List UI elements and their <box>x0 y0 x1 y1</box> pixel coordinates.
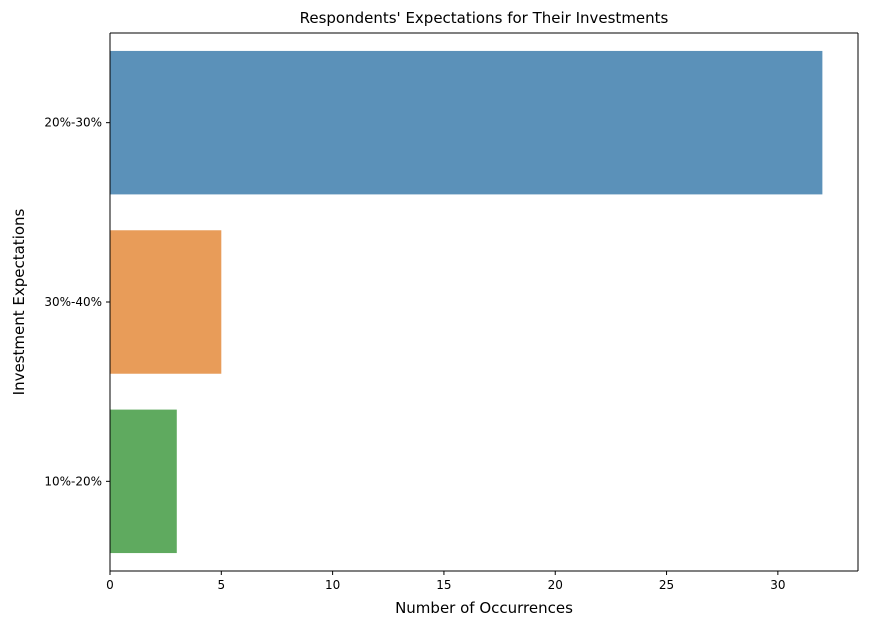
y-axis-ticks: 20%-30% 30%-40% 10%-20% <box>44 116 110 488</box>
x-tick-label: 30 <box>770 578 785 592</box>
bar-1 <box>110 230 222 374</box>
x-tick-label: 10 <box>325 578 340 592</box>
y-tick-label: 30%-40% <box>44 295 102 309</box>
y-axis-title: Investment Expectations <box>10 208 28 395</box>
x-axis-ticks: 0 5 10 15 20 25 30 <box>106 571 785 592</box>
x-axis-title: Number of Occurrences <box>395 599 573 617</box>
x-tick-label: 0 <box>106 578 114 592</box>
x-tick-label: 15 <box>436 578 451 592</box>
x-tick-label: 5 <box>217 578 225 592</box>
bar-0 <box>110 50 823 195</box>
plot-area <box>110 50 823 554</box>
y-tick-label: 10%-20% <box>44 474 102 488</box>
y-tick-label: 20%-30% <box>44 116 102 130</box>
bar-2 <box>110 409 177 554</box>
chart-title: Respondents' Expectations for Their Inve… <box>300 9 669 27</box>
x-tick-label: 25 <box>659 578 674 592</box>
x-tick-label: 20 <box>548 578 563 592</box>
